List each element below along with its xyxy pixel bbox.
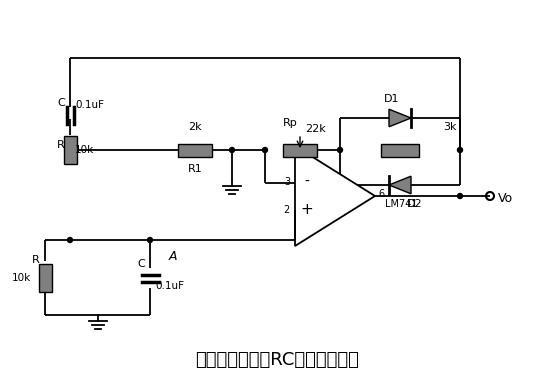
Text: 2k: 2k (188, 122, 202, 132)
Text: -: - (305, 175, 310, 189)
Text: R: R (57, 140, 65, 150)
Text: 0.1uF: 0.1uF (75, 100, 104, 110)
Text: A: A (168, 250, 176, 263)
Text: 3: 3 (284, 177, 290, 187)
Text: C: C (57, 98, 65, 108)
Bar (283, 144, 317, 157)
Text: R1: R1 (188, 164, 203, 174)
Circle shape (148, 237, 153, 243)
Bar (63, 136, 77, 164)
Bar (178, 144, 212, 157)
Text: 具有稳幅环节的RC桥式振荡电路: 具有稳幅环节的RC桥式振荡电路 (195, 351, 359, 369)
Circle shape (457, 194, 462, 199)
Text: Vo: Vo (498, 192, 513, 205)
Bar (381, 144, 419, 157)
Circle shape (457, 147, 462, 152)
Circle shape (263, 147, 268, 152)
Circle shape (230, 147, 235, 152)
Text: 2: 2 (284, 205, 290, 215)
Text: 10k: 10k (75, 145, 94, 155)
Circle shape (337, 147, 342, 152)
Text: 10k: 10k (12, 273, 31, 283)
Text: D1: D1 (384, 94, 400, 104)
Text: D2: D2 (407, 199, 423, 209)
Text: 0.1uF: 0.1uF (155, 281, 184, 291)
Polygon shape (295, 146, 375, 246)
Circle shape (68, 237, 73, 243)
Text: LM741: LM741 (385, 199, 417, 209)
Bar (38, 264, 52, 292)
Text: R: R (32, 255, 40, 265)
Text: 3k: 3k (443, 122, 457, 132)
Polygon shape (389, 176, 411, 194)
Polygon shape (389, 109, 411, 127)
Text: Rp: Rp (282, 118, 297, 128)
Text: C: C (137, 259, 145, 269)
Text: +: + (301, 202, 314, 217)
Text: 22k: 22k (305, 124, 326, 134)
Text: 6: 6 (378, 189, 384, 199)
